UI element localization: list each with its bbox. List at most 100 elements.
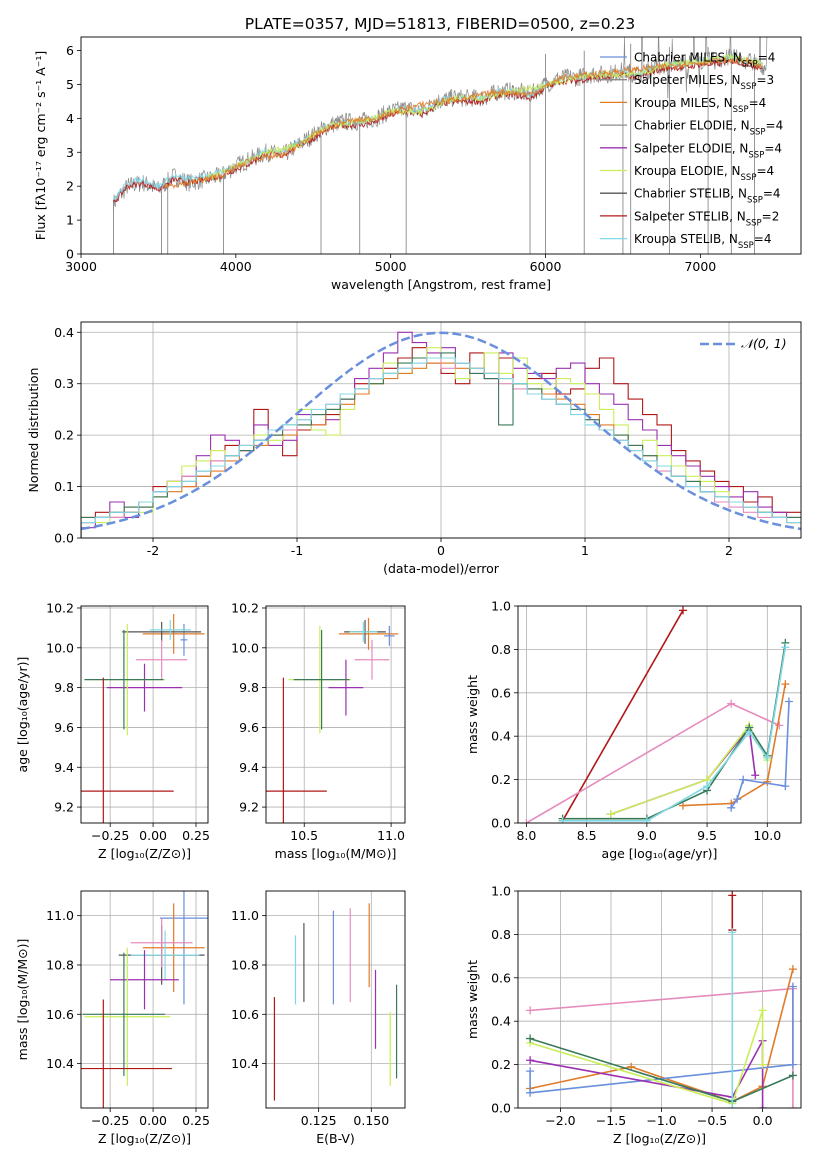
x-axis-label: Z [log₁₀(Z/Z⊙)] [98,846,191,861]
x-tick-label: 0.25 [182,828,210,843]
x-axis-label: Z [log₁₀(Z/Z⊙)] [98,1131,191,1146]
x-tick-label: 0.0 [753,1113,773,1128]
age_vs_Z-plot-area [81,613,205,823]
x-axis-label: E(B-V) [316,1131,355,1146]
x-tick-label: 0 [437,543,445,558]
x-tick-label: 11.0 [377,828,405,843]
series-marker [781,680,790,689]
y-tick-label: 0.0 [491,816,511,831]
series-line [562,647,787,822]
y-tick-label: 10.4 [46,1056,74,1071]
spectrum-legend: Chabrier MILES, NSSP=4 Salpeter MILES, NS… [600,51,783,251]
series-marker [526,1067,535,1076]
massweight_vs_Z-panel: −2.0 −1.5 −1.0 −0.5 0.0 0.0 0.2 0.4 0.6 0.8 1.0 Z [… [465,884,802,1146]
axes-frame [265,890,406,1109]
spectrum-panel: 3000 4000 5000 6000 7000 0 1 2 3 4 5 6 wavelength [A… [33,36,802,292]
axes-frame [80,890,209,1109]
y-tick-label: 1.0 [491,884,511,899]
histogram-step [81,357,801,538]
age_vs_mass-plot-area [266,617,399,823]
series-marker [788,982,797,991]
series-marker [781,643,790,652]
series-marker [751,771,760,780]
y-tick-label: 0.0 [54,531,74,546]
y-tick-label: 0.2 [491,1057,511,1072]
series-line [529,1010,764,1105]
series-line [561,609,684,822]
x-tick-label: 10.0 [753,828,781,843]
x-tick-label: 9.0 [637,828,657,843]
y-tick-label: 10.8 [231,957,259,972]
series-marker [733,795,742,804]
x-axis-label: Z [log₁₀(Z/Z⊙)] [613,1131,706,1146]
x-tick-label: 0.25 [182,1113,210,1128]
series-marker [763,777,772,786]
series-marker [763,753,772,762]
series-marker [728,1104,737,1108]
axes-frame [80,36,802,255]
figure-title: PLATE=0357, MJD=51813, FIBERID=0500, z=0… [245,15,635,33]
series-marker [775,721,784,730]
x-axis-label: mass [log₁₀(M/M⊙)] [275,846,397,861]
y-tick-label: 0.1 [54,479,74,494]
residuals-plot-area [81,331,801,538]
series-marker [727,699,736,708]
y-tick-label: 0 [66,247,74,262]
series-marker [522,819,531,823]
y-tick-label: 10.2 [46,600,74,615]
x-tick-label: 0.150 [353,1113,389,1128]
series-marker [606,810,615,819]
axes-frame [80,605,209,824]
legend-entry: 𝒩(0, 1) [741,336,787,351]
y-tick-label: 0.2 [54,428,74,443]
y-tick-label: 4 [66,111,74,126]
x-tick-label: 0.00 [139,828,167,843]
x-tick-label: -1 [291,543,303,558]
y-tick-label: 10.0 [46,640,74,655]
series-marker [745,727,754,736]
x-tick-label: 4000 [220,259,252,274]
x-axis-label: wavelength [Angstrom, rest frame] [331,277,551,292]
mass_vs_ebv-panel: 0.125 0.150 10.4 10.6 10.8 11.0 E(B-V) [231,890,406,1146]
series-line [525,702,780,823]
age_vs_Z-panel: −0.25 0.00 0.25 9.2 9.4 9.6 9.8 10.0 10.2 Z [log₁… [15,600,210,861]
mass_vs_Z-plot-area [81,891,208,1108]
age_vs_mass-panel: 10.5 11.0 9.2 9.4 9.6 9.8 10.0 10.2 mass [log₁₀(… [231,600,406,861]
y-tick-label: 10.8 [46,957,74,972]
legend-entry: Chabrier MILES, NSSP=4 [634,51,775,70]
x-tick-label: −1.5 [596,1113,626,1128]
series-marker [678,606,687,615]
spectrum-line [204,53,763,182]
y-tick-label: 10.6 [46,1007,74,1022]
legend-entry: Salpeter ELODIE, NSSP=4 [634,141,782,160]
series-marker [526,1034,535,1043]
x-tick-label: −0.5 [697,1113,727,1128]
y-tick-label: 3 [66,145,74,160]
series-marker [784,697,793,706]
y-tick-label: 6 [66,43,74,58]
y-tick-label: 9.6 [54,720,74,735]
x-tick-label: 8.5 [577,828,597,843]
series-marker [728,891,737,900]
spectrum-plot-area [113,37,768,254]
y-tick-label: 0.0 [491,1101,511,1116]
legend-entry: Salpeter STELIB, NSSP=2 [634,209,779,228]
x-tick-label: 9.5 [697,828,717,843]
x-tick-label: 7000 [684,259,716,274]
y-tick-label: 0.8 [491,927,511,942]
y-tick-label: 1 [66,213,74,228]
series-marker [642,816,651,823]
series-marker [781,782,790,791]
y-tick-label: 10.4 [231,1056,259,1071]
y-axis-label: mass weight [465,675,480,754]
series-marker [788,965,797,974]
y-tick-label: 10.0 [231,640,259,655]
series-marker [526,1056,535,1065]
x-tick-label: 8.0 [516,828,536,843]
series-marker [739,775,748,784]
axes-frame [265,605,406,824]
x-tick-label: −2.0 [545,1113,575,1128]
y-tick-label: 9.6 [239,720,259,735]
y-tick-label: 5 [66,77,74,92]
